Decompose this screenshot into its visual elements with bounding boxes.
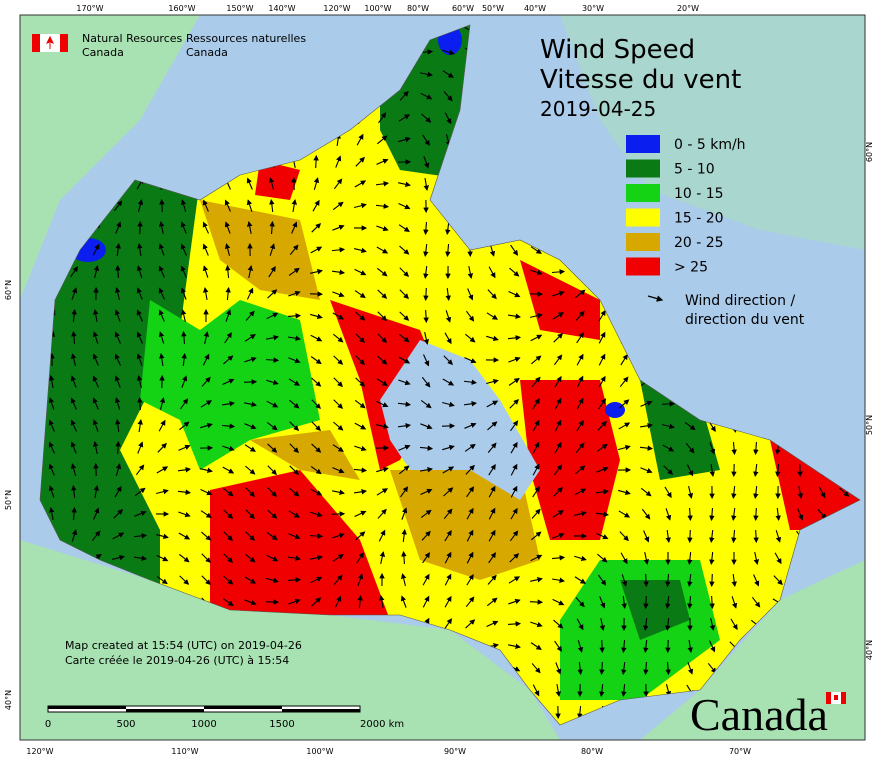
scale-label: 2000 km bbox=[360, 719, 404, 730]
wind-arrow bbox=[530, 602, 542, 603]
legend-label: > 25 bbox=[674, 260, 708, 276]
legend-label: Wind direction / bbox=[685, 293, 795, 309]
wind-arrow bbox=[162, 200, 163, 212]
wind-arrow bbox=[316, 156, 317, 168]
graticule-label: 40°W bbox=[524, 4, 546, 13]
graticule-label: 110°W bbox=[171, 747, 198, 756]
graticule-label: 60°N bbox=[4, 280, 13, 300]
graticule-label: 60°W bbox=[452, 4, 474, 13]
dept-fr: Canada bbox=[186, 46, 228, 59]
legend-label: 10 - 15 bbox=[674, 186, 724, 202]
graticule-label: 50°N bbox=[4, 490, 13, 510]
wind-arrow bbox=[118, 442, 119, 454]
legend-label: 5 - 10 bbox=[674, 162, 715, 178]
graticule-label: 170°W bbox=[76, 4, 103, 13]
wind-arrow bbox=[266, 360, 278, 361]
legend-swatch bbox=[626, 209, 660, 227]
wind-arrow bbox=[140, 398, 141, 410]
wind-arrow bbox=[426, 310, 427, 322]
graticule-label: 150°W bbox=[226, 4, 253, 13]
graticule-label: 40°N bbox=[865, 640, 874, 660]
graticule-label: 100°W bbox=[306, 747, 333, 756]
graticule-label: 30°W bbox=[582, 4, 604, 13]
dept-en: Canada bbox=[82, 46, 124, 59]
legend-swatch bbox=[626, 258, 660, 276]
graticule-label: 120°W bbox=[26, 747, 53, 756]
wind-arrow bbox=[310, 536, 322, 537]
map-body bbox=[20, 15, 865, 740]
scale-bar bbox=[48, 706, 360, 712]
legend-label: direction du vent bbox=[685, 312, 805, 328]
legend-swatch bbox=[626, 184, 660, 202]
map-date: 2019-04-25 bbox=[540, 97, 656, 121]
wind-arrow bbox=[712, 574, 713, 586]
wind-arrow bbox=[756, 530, 757, 542]
wind-arrow bbox=[646, 574, 647, 586]
wordmark: Canada bbox=[690, 689, 828, 740]
wind-arrow bbox=[244, 382, 256, 383]
legend-label: 15 - 20 bbox=[674, 211, 724, 227]
wind-arrow bbox=[646, 596, 647, 608]
scale-label: 1000 bbox=[191, 719, 216, 730]
graticule-label: 40°N bbox=[4, 690, 13, 710]
dept-fr: Ressources naturelles bbox=[186, 32, 306, 45]
wind-arrow bbox=[332, 514, 344, 515]
wind-arrow bbox=[426, 288, 427, 300]
scale-label: 0 bbox=[45, 719, 51, 730]
footer-note: Map created at 15:54 (UTC) on 2019-04-26 bbox=[65, 639, 302, 652]
graticule-label: 80°W bbox=[581, 747, 603, 756]
graticule-label: 160°W bbox=[168, 4, 195, 13]
footer-note: Carte créée le 2019-04-26 (UTC) à 15:54 bbox=[65, 654, 289, 667]
graticule-label: 90°W bbox=[444, 747, 466, 756]
wind-arrow bbox=[690, 530, 691, 542]
title: Vitesse du vent bbox=[540, 65, 741, 95]
dept-en: Natural Resources bbox=[82, 32, 183, 45]
graticule-label: 20°W bbox=[677, 4, 699, 13]
graticule-label: 50°N bbox=[865, 415, 874, 435]
legend-label: 0 - 5 km/h bbox=[674, 137, 746, 153]
title: Wind Speed bbox=[540, 35, 695, 65]
graticule-label: 120°W bbox=[323, 4, 350, 13]
graticule-label: 80°W bbox=[407, 4, 429, 13]
legend-swatch bbox=[626, 160, 660, 178]
graticule-label: 50°W bbox=[482, 4, 504, 13]
wordmark-flag bbox=[826, 692, 846, 704]
legend-label: 20 - 25 bbox=[674, 235, 724, 251]
scale-label: 1500 bbox=[269, 719, 294, 730]
graticule-label: 100°W bbox=[364, 4, 391, 13]
graticule-label: 140°W bbox=[268, 4, 295, 13]
legend-swatch bbox=[626, 135, 660, 153]
graticule-label: 60°N bbox=[865, 142, 874, 162]
legend-swatch bbox=[626, 233, 660, 251]
graticule-label: 70°W bbox=[729, 747, 751, 756]
wind-arrow bbox=[756, 508, 757, 520]
scale-label: 500 bbox=[116, 719, 135, 730]
